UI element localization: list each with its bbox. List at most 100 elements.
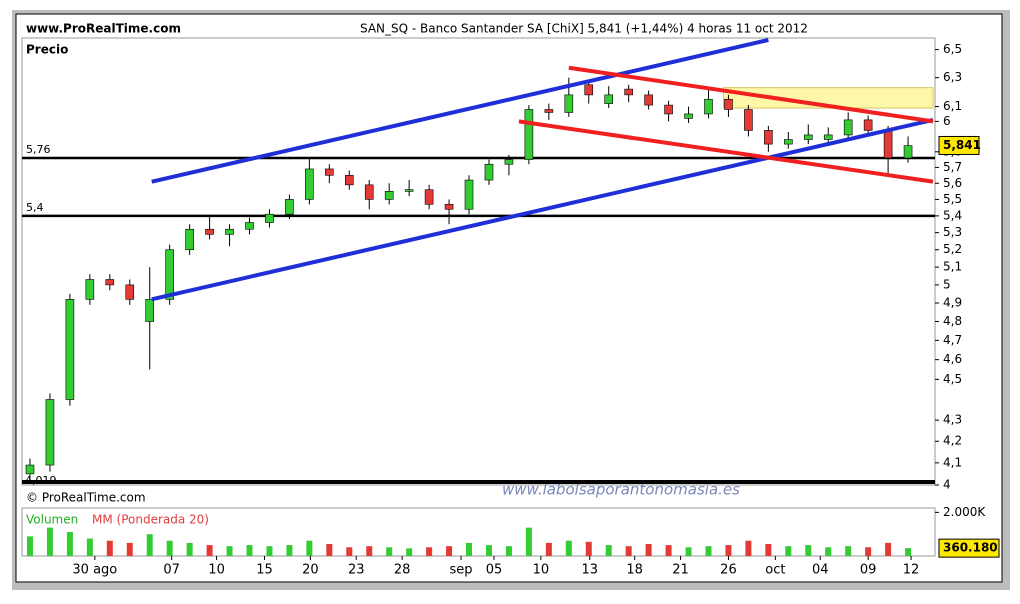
low-label: 4,019: [25, 474, 57, 487]
candle-body: [45, 399, 55, 466]
candle-body: [823, 134, 833, 140]
y-tick-label: 4,8: [943, 314, 962, 328]
y-tick-label: 6,5: [943, 42, 962, 56]
volume-bar: [825, 547, 832, 556]
volume-bar: [885, 542, 892, 556]
x-tick-label: 21: [672, 563, 689, 578]
y-tick-label: 6: [943, 114, 951, 128]
volume-bar: [146, 534, 153, 556]
volume-bar: [406, 548, 413, 556]
y-tick-label: 6,3: [943, 70, 962, 84]
candle-body: [325, 168, 334, 176]
y-tick-label: 4: [943, 478, 951, 492]
volume-bar: [785, 546, 792, 556]
volume-bar: [565, 540, 572, 556]
volume-bar: [126, 542, 133, 556]
y-tick-label: 4,9: [943, 296, 962, 310]
volume-bar: [86, 538, 93, 556]
x-tick-label: 26: [720, 563, 737, 578]
level-label: 5,4: [26, 201, 44, 214]
candle-body: [225, 228, 234, 235]
candle-body: [145, 299, 155, 322]
candle-body: [903, 145, 913, 159]
volume-bar: [66, 532, 73, 556]
candle-body: [764, 130, 773, 145]
volume-bar: [905, 548, 912, 556]
candle-body: [504, 159, 514, 165]
candle-body: [784, 139, 793, 145]
candle-body: [25, 464, 35, 475]
volume-bar: [865, 547, 872, 556]
volume-last: 360.180: [943, 541, 998, 555]
y-tick-label: 5,5: [943, 192, 962, 206]
volume-bar: [525, 527, 532, 556]
zone: [722, 87, 934, 109]
candle-body: [883, 130, 893, 159]
volume-bar: [685, 547, 692, 556]
candle-body: [165, 249, 174, 300]
candle-body: [404, 189, 414, 192]
candle-body: [564, 94, 574, 113]
level-label: 5,76: [26, 143, 51, 156]
volume-bar: [106, 540, 113, 556]
volume-bar: [206, 545, 213, 556]
x-tick-label: 20: [302, 563, 319, 578]
candle-body: [524, 109, 534, 160]
candle-body: [544, 109, 554, 113]
volume-area: [21, 507, 936, 557]
candle-body: [644, 94, 653, 106]
x-tick-label: 12: [903, 563, 920, 578]
y-tick-label: 5,1: [943, 260, 962, 274]
candle-body: [285, 199, 294, 215]
y-tick-label: 4,3: [943, 413, 962, 427]
y-tick-label: 6,1: [943, 99, 962, 113]
volume-bar: [545, 542, 552, 556]
candle-body: [584, 84, 594, 96]
volume-bar: [286, 545, 293, 556]
x-tick-label: 07: [163, 563, 180, 578]
copyright: © ProRealTime.com: [26, 491, 146, 505]
candle-body: [424, 189, 434, 205]
volume-bar: [725, 545, 732, 556]
y-tick-label: 5: [943, 277, 951, 291]
candle-body: [344, 174, 354, 186]
candle-body: [85, 279, 95, 300]
volume-bar: [306, 540, 313, 556]
watermark: www.labolsaporantonomasia.es: [502, 481, 740, 499]
x-tick-label: 10: [533, 563, 550, 578]
candle-body: [724, 98, 733, 110]
y-tick-label: 4,7: [943, 333, 962, 347]
y-tick-label: 5,7: [943, 160, 962, 174]
x-tick-label: 13: [581, 563, 598, 578]
candle-body: [803, 134, 813, 140]
trendline: [151, 117, 934, 302]
site: www.ProRealTime.com: [26, 22, 181, 36]
x-tick-label: sep: [450, 563, 473, 578]
candle-body: [464, 179, 474, 210]
volume-bar: [326, 544, 333, 556]
plot-area: [21, 37, 936, 486]
volume-bar: [765, 544, 772, 556]
volume-bar: [705, 546, 712, 556]
volume-bar: [246, 545, 253, 556]
last-price-box: [938, 135, 980, 155]
x-tick-label: 30 ago: [72, 563, 117, 578]
candle-body: [364, 184, 374, 200]
x-tick-label: 23: [348, 563, 365, 578]
y-tick-label: 5,4: [943, 208, 962, 222]
volume-bar: [46, 527, 53, 556]
candle-body: [305, 168, 314, 200]
candle-body: [65, 299, 75, 400]
x-tick-label: oct: [765, 563, 785, 578]
candle-body: [843, 119, 853, 136]
volume-bar: [466, 542, 473, 556]
y-tick-label: 5,2: [943, 242, 962, 256]
x-tick-label: 05: [486, 563, 503, 578]
candle-body: [624, 88, 633, 96]
candle-body: [664, 104, 673, 115]
x-tick-label: 28: [394, 563, 411, 578]
x-tick-label: 18: [626, 563, 643, 578]
candle-body: [684, 113, 693, 119]
y-tick-label: 4,6: [943, 352, 962, 366]
